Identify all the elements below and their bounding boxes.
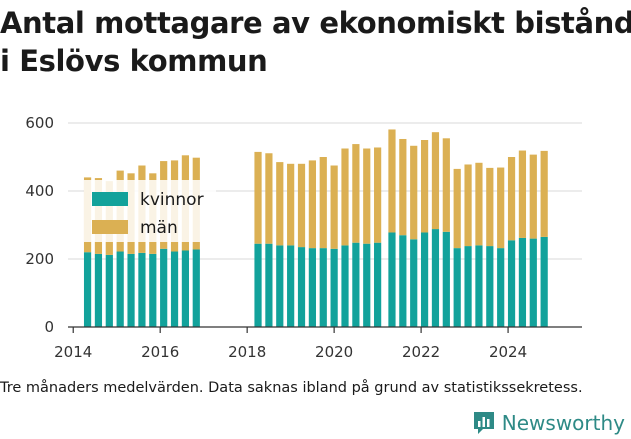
bar-kvinnor-25 [410, 239, 418, 327]
bar-man-13 [276, 162, 284, 246]
bar-man-16 [308, 160, 316, 249]
bar-kvinnor-7 [160, 248, 168, 327]
bar-kvinnor-23 [388, 232, 396, 327]
bar-man-19 [341, 148, 349, 246]
y-tick-label-200: 200 [25, 250, 54, 268]
bar-kvinnor-21 [363, 243, 371, 327]
bar-kvinnor-11 [254, 243, 262, 327]
bar-man-17 [319, 157, 327, 249]
bar-kvinnor-0 [83, 252, 92, 327]
bar-man-36 [529, 154, 537, 239]
bar-kvinnor-18 [330, 248, 338, 327]
footnote: Tre månaders medelvärden. Data saknas ib… [0, 380, 583, 396]
bar-kvinnor-24 [399, 235, 407, 327]
chart-title: Antal mottagare av ekonomiskt bistånd i … [0, 4, 631, 80]
bar-man-31 [475, 162, 483, 246]
bar-kvinnor-33 [497, 248, 505, 327]
bar-kvinnor-3 [116, 251, 124, 327]
bar-kvinnor-31 [475, 245, 483, 327]
x-tick-label-2020: 2020 [315, 343, 353, 361]
bar-man-24 [399, 138, 407, 236]
axes-group: 0 200 400 600 2014 2016 2018 2020 2022 2024 [25, 114, 582, 361]
x-tick-label-2022: 2022 [402, 343, 440, 361]
y-tick-label-0: 0 [44, 318, 54, 336]
bar-kvinnor-16 [308, 248, 316, 327]
legend-swatch-0 [92, 192, 128, 206]
bar-man-28 [442, 138, 450, 232]
bar-man-33 [497, 167, 505, 249]
x-tick-label-2018: 2018 [228, 343, 266, 361]
bar-kvinnor-29 [453, 248, 461, 327]
bar-man-15 [297, 163, 306, 248]
legend-label-1: män [140, 218, 178, 238]
legend-label-0: kvinnor [140, 190, 204, 210]
chart-title-line-2: i Eslövs kommun [0, 44, 268, 78]
bar-kvinnor-20 [352, 242, 360, 327]
bar-kvinnor-32 [486, 246, 494, 327]
bar-kvinnor-8 [170, 251, 179, 327]
newsworthy-logo-icon [473, 412, 494, 434]
bar-kvinnor-12 [265, 243, 273, 327]
bar-man-34 [507, 157, 516, 241]
bar-kvinnor-6 [149, 253, 157, 327]
bar-kvinnor-13 [276, 245, 284, 327]
y-tick-label-600: 600 [25, 114, 54, 132]
bar-man-29 [453, 168, 461, 249]
bar-man-12 [265, 153, 273, 244]
bar-kvinnor-14 [287, 245, 295, 327]
brand-logo[interactable]: Newsworthy [472, 408, 625, 438]
bar-kvinnor-9 [181, 250, 190, 327]
bar-man-35 [518, 150, 527, 238]
x-tick-label-2024: 2024 [489, 343, 527, 361]
bar-kvinnor-37 [540, 236, 548, 327]
bar-kvinnor-30 [464, 246, 472, 327]
bar-kvinnor-26 [420, 232, 429, 327]
bar-man-20 [352, 144, 360, 243]
legend-swatch-1 [92, 220, 128, 234]
bar-kvinnor-28 [442, 231, 450, 327]
x-tick-label-2014: 2014 [54, 343, 92, 361]
bar-man-25 [410, 145, 418, 240]
bar-kvinnor-27 [431, 229, 440, 327]
chart-title-line-1: Antal mottagare av ekonomiskt bistånd [0, 6, 631, 40]
bar-man-30 [464, 164, 472, 247]
bar-kvinnor-36 [529, 238, 537, 327]
bar-kvinnor-2 [105, 254, 113, 327]
bar-kvinnor-1 [94, 253, 103, 327]
bar-man-23 [388, 129, 396, 233]
bar-kvinnor-22 [374, 242, 382, 327]
bar-man-14 [287, 163, 295, 246]
legend: kvinnor män [84, 180, 216, 242]
bar-kvinnor-19 [341, 245, 349, 327]
bar-kvinnor-10 [192, 249, 200, 327]
bar-man-21 [363, 148, 371, 244]
bar-kvinnor-5 [138, 252, 146, 327]
bar-kvinnor-4 [127, 253, 135, 327]
bar-man-11 [254, 151, 262, 244]
bar-man-32 [486, 167, 494, 247]
bar-kvinnor-15 [297, 247, 306, 327]
bar-man-26 [420, 140, 429, 233]
bar-man-18 [330, 165, 338, 249]
y-tick-label-400: 400 [25, 182, 54, 200]
bar-kvinnor-17 [319, 248, 327, 327]
brand-name: Newsworthy [501, 411, 625, 435]
bar-kvinnor-35 [518, 237, 527, 327]
bar-man-22 [374, 147, 382, 243]
bar-man-27 [431, 132, 440, 230]
x-tick-label-2016: 2016 [141, 343, 179, 361]
bar-man-37 [540, 150, 548, 237]
bar-kvinnor-34 [507, 240, 516, 327]
